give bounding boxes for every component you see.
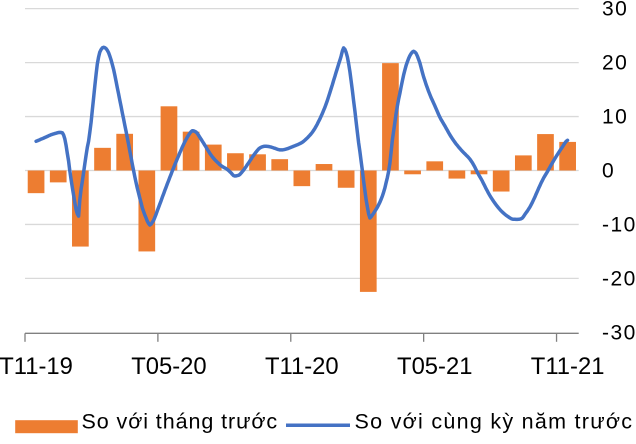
svg-text:-20: -20	[602, 267, 636, 290]
svg-text:T05-20: T05-20	[131, 353, 206, 380]
svg-text:T11-19: T11-19	[0, 353, 73, 380]
svg-text:T11-20: T11-20	[265, 353, 339, 380]
svg-text:-10: -10	[602, 213, 636, 236]
svg-text:20: 20	[602, 52, 628, 75]
svg-text:T05-21: T05-21	[397, 353, 472, 380]
svg-text:So với tháng trước: So với tháng trước	[82, 410, 279, 434]
svg-text:30: 30	[602, 0, 628, 21]
svg-text:So với cùng kỳ năm trước: So với cùng kỳ năm trước	[355, 410, 634, 434]
svg-text:10: 10	[602, 106, 628, 129]
svg-text:T11-21: T11-21	[531, 353, 605, 380]
svg-text:0: 0	[602, 159, 615, 182]
svg-text:-30: -30	[602, 321, 636, 344]
